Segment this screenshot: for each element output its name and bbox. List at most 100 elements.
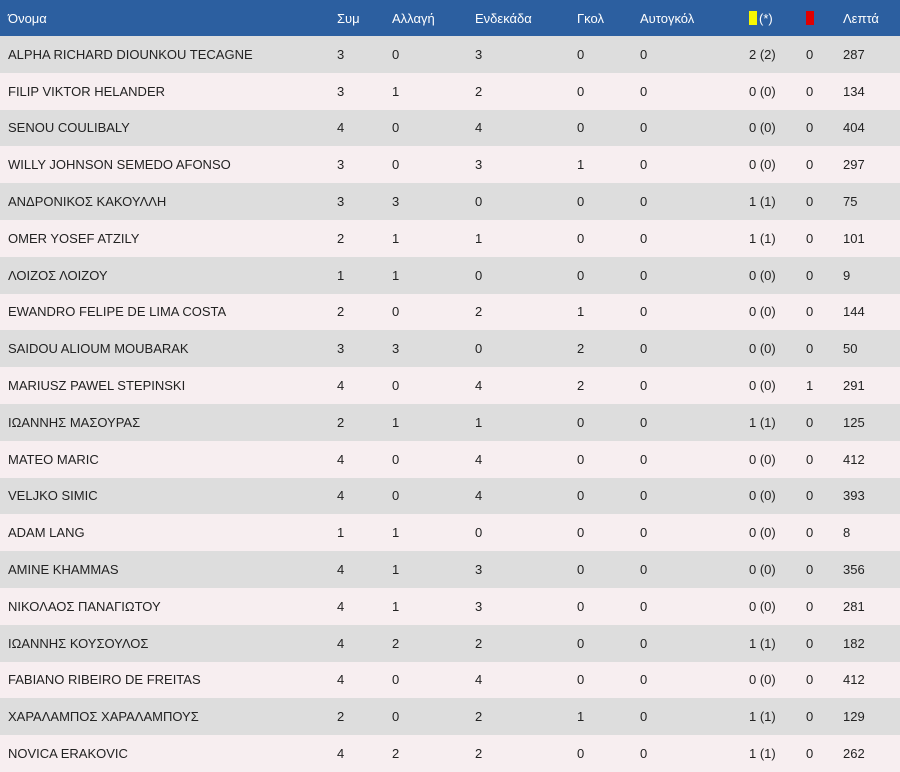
cell-minutes: 356 (843, 562, 865, 578)
cell-name[interactable]: ADAM LANG (8, 525, 85, 541)
cell-red: 0 (806, 414, 814, 430)
cell-red: 0 (806, 157, 814, 173)
cell-apps: 4 (337, 378, 345, 394)
cell-sub: 0 (392, 157, 400, 173)
cell-minutes: 182 (843, 635, 865, 651)
cell-red: 0 (806, 451, 814, 467)
cell-apps: 4 (337, 672, 345, 688)
cell-own-goals: 0 (640, 488, 648, 504)
cell-name[interactable]: SAIDOU ALIOUM MOUBARAK (8, 341, 189, 357)
cell-sub: 3 (392, 341, 400, 357)
cell-sub: 1 (392, 562, 400, 578)
red-card-icon (806, 10, 814, 25)
table-row: SENOU COULIBALY 4 0 4 0 0 0 (0) 0 404 (0, 109, 900, 147)
cell-goals: 0 (577, 194, 585, 210)
header-minutes[interactable]: Λεπτά (843, 10, 879, 26)
cell-yellow: 0 (0) (749, 598, 776, 614)
cell-minutes: 75 (843, 194, 858, 210)
header-goals[interactable]: Γκολ (577, 10, 604, 26)
cell-starts: 0 (475, 267, 483, 283)
cell-name[interactable]: ΙΩΑΝΝΗΣ ΚΟΥΣΟΥΛΟΣ (8, 635, 149, 651)
header-own-goals[interactable]: Αυτογκόλ (640, 10, 695, 26)
cell-sub: 0 (392, 709, 400, 725)
cell-name[interactable]: MARIUSZ PAWEL STEPINSKI (8, 378, 186, 394)
table-row: ΙΩΑΝΝΗΣ ΚΟΥΣΟΥΛΟΣ 4 2 2 0 0 1 (1) 0 182 (0, 624, 900, 662)
cell-apps: 4 (337, 120, 345, 136)
cell-red: 0 (806, 230, 814, 246)
cell-name[interactable]: AMINE KHAMMAS (8, 562, 119, 578)
table-row: NOVICA ERAKOVIC 4 2 2 0 0 1 (1) 0 262 (0, 735, 900, 772)
cell-apps: 2 (337, 709, 345, 725)
cell-starts: 4 (475, 120, 483, 136)
cell-minutes: 297 (843, 157, 865, 173)
cell-apps: 3 (337, 83, 345, 99)
cell-name[interactable]: OMER YOSEF ATZILY (8, 230, 140, 246)
header-yellow[interactable]: (*) (749, 0, 806, 36)
cell-sub: 0 (392, 46, 400, 62)
table-row: VELJKO SIMIC 4 0 4 0 0 0 (0) 0 393 (0, 477, 900, 515)
cell-name[interactable]: FABIANO RIBEIRO DE FREITAS (8, 672, 201, 688)
cell-name[interactable]: ΧΑΡΑΛΑΜΠΟΣ ΧΑΡΑΛΑΜΠΟΥΣ (8, 709, 199, 725)
cell-name[interactable]: EWANDRO FELIPE DE LIMA COSTA (8, 304, 227, 320)
cell-minutes: 291 (843, 378, 865, 394)
cell-sub: 1 (392, 598, 400, 614)
header-starts[interactable]: Ενδεκάδα (475, 10, 532, 26)
cell-name[interactable]: NOVICA ERAKOVIC (8, 746, 128, 762)
header-apps[interactable]: Συμ (337, 10, 360, 26)
cell-name[interactable]: SENOU COULIBALY (8, 120, 130, 136)
cell-name[interactable]: ALPHA RICHARD DIOUNKOU TECAGNE (8, 46, 253, 62)
header-name[interactable]: Όνομα (8, 10, 47, 26)
cell-apps: 1 (337, 267, 345, 283)
cell-starts: 4 (475, 378, 483, 394)
cell-yellow: 0 (0) (749, 451, 776, 467)
cell-yellow: 0 (0) (749, 562, 776, 578)
cell-name[interactable]: WILLY JOHNSON SEMEDO AFONSO (8, 157, 231, 173)
cell-sub: 0 (392, 672, 400, 688)
header-sub[interactable]: Αλλαγή (392, 10, 435, 26)
cell-starts: 0 (475, 341, 483, 357)
cell-name[interactable]: ΛΟΙΖΟΣ ΛΟΙΖΟΥ (8, 267, 108, 283)
cell-red: 1 (806, 378, 814, 394)
cell-red: 0 (806, 488, 814, 504)
cell-starts: 2 (475, 746, 483, 762)
cell-red: 0 (806, 304, 814, 320)
cell-name[interactable]: FILIP VIKTOR HELANDER (8, 83, 166, 99)
cell-sub: 0 (392, 120, 400, 136)
table-row: EWANDRO FELIPE DE LIMA COSTA 2 0 2 1 0 0 (0) 0 1… (0, 293, 900, 331)
table-row: ΝΙΚΟΛΑΟΣ ΠΑΝΑΓΙΩΤΟΥ 4 1 3 0 0 0 (0) 0 281 (0, 587, 900, 625)
cell-own-goals: 0 (640, 709, 648, 725)
cell-name[interactable]: ΝΙΚΟΛΑΟΣ ΠΑΝΑΓΙΩΤΟΥ (8, 598, 161, 614)
table-row: FILIP VIKTOR HELANDER 3 1 2 0 0 0 (0) 0 134 (0, 72, 900, 110)
cell-minutes: 404 (843, 120, 865, 136)
cell-name[interactable]: VELJKO SIMIC (8, 488, 98, 504)
cell-name[interactable]: ΙΩΑΝΝΗΣ ΜΑΣΟΥΡΑΣ (8, 414, 141, 430)
cell-name[interactable]: MATEO MARIC (8, 451, 99, 467)
cell-starts: 4 (475, 488, 483, 504)
cell-minutes: 134 (843, 83, 865, 99)
cell-starts: 3 (475, 562, 483, 578)
cell-yellow: 2 (2) (749, 46, 776, 62)
cell-red: 0 (806, 598, 814, 614)
cell-starts: 2 (475, 83, 483, 99)
cell-goals: 0 (577, 120, 585, 136)
cell-red: 0 (806, 341, 814, 357)
cell-starts: 1 (475, 414, 483, 430)
cell-minutes: 262 (843, 746, 865, 762)
cell-red: 0 (806, 120, 814, 136)
cell-minutes: 287 (843, 46, 865, 62)
cell-minutes: 9 (843, 267, 851, 283)
cell-starts: 2 (475, 635, 483, 651)
cell-apps: 2 (337, 304, 345, 320)
cell-apps: 4 (337, 635, 345, 651)
cell-red: 0 (806, 562, 814, 578)
cell-yellow: 0 (0) (749, 341, 776, 357)
cell-own-goals: 0 (640, 120, 648, 136)
cell-red: 0 (806, 709, 814, 725)
cell-yellow: 0 (0) (749, 83, 776, 99)
cell-name[interactable]: ΑΝΔΡΟΝΙΚΟΣ ΚΑΚΟΥΛΛΗ (8, 194, 167, 210)
table-row: ΑΝΔΡΟΝΙΚΟΣ ΚΑΚΟΥΛΛΗ 3 3 0 0 0 1 (1) 0 75 (0, 183, 900, 220)
header-red[interactable] (806, 0, 843, 36)
table-row: ALPHA RICHARD DIOUNKOU TECAGNE 3 0 3 0 0 2 (2)… (0, 36, 900, 73)
table-row: MARIUSZ PAWEL STEPINSKI 4 0 4 2 0 0 (0) 1 291 (0, 367, 900, 404)
cell-yellow: 1 (1) (749, 230, 776, 246)
